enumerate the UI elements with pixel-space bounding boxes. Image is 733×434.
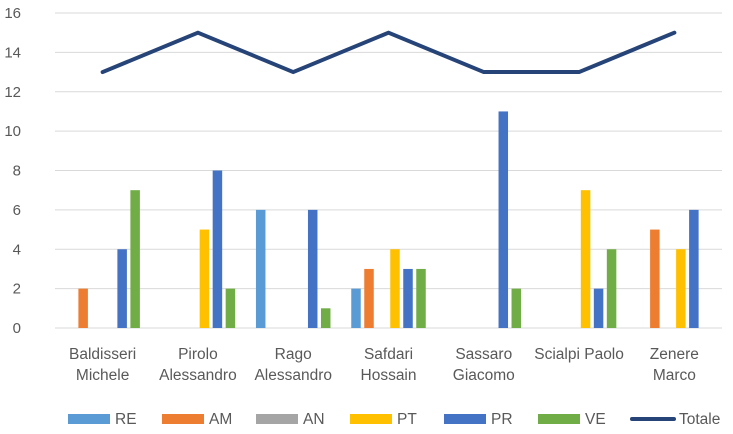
- y-tick-label: 16: [4, 5, 21, 22]
- legend: RE AM AN PT PR VE Totale: [68, 411, 720, 428]
- bars: [78, 111, 699, 328]
- y-tick-label: 8: [13, 163, 21, 180]
- y-tick-label: 14: [4, 44, 21, 61]
- x-axis-category-label: Marco: [653, 367, 696, 384]
- totale-line-layer: [100, 30, 677, 75]
- legend-label-pt: PT: [397, 411, 417, 428]
- bar-ve: [606, 249, 617, 328]
- legend-label-pr: PR: [491, 411, 513, 428]
- x-axis-category-label: Pirolo: [178, 346, 218, 363]
- bar-re: [351, 288, 361, 328]
- x-axis-category-label: Rago: [275, 346, 312, 363]
- x-axis-category-label: Alessandro: [254, 367, 332, 384]
- x-axis-category-label: Zenere: [650, 346, 699, 363]
- x-axis-labels: Baldisseri Michele Pirolo Alessandro Rago Ale…: [69, 346, 699, 384]
- y-tick-label: 4: [13, 241, 21, 258]
- legend-swatch-ve: [538, 414, 580, 424]
- bar-pr: [212, 170, 223, 328]
- gridlines: [55, 12, 722, 329]
- x-axis-category-label: Giacomo: [453, 367, 515, 384]
- bar-pr: [403, 268, 413, 328]
- bar-pr: [593, 288, 604, 328]
- bar-pt: [199, 229, 210, 328]
- legend-label-totale: Totale: [679, 411, 720, 428]
- bar-ve: [130, 190, 140, 328]
- legend-label-an: AN: [303, 411, 325, 428]
- legend-swatch-pr: [444, 414, 486, 424]
- x-axis-category-label: Hossain: [361, 367, 417, 384]
- bar-ve: [320, 308, 331, 328]
- y-tick-label: 12: [4, 84, 21, 101]
- bar-re: [255, 209, 266, 328]
- bar-pr: [307, 209, 318, 328]
- x-axis-category-label: Baldisseri: [69, 346, 136, 363]
- bar-pr: [498, 111, 509, 328]
- bar-ve: [511, 288, 522, 328]
- y-tick-label: 0: [13, 320, 21, 337]
- x-axis-category-label: Sassaro: [455, 346, 512, 363]
- bar-pt: [580, 190, 591, 328]
- x-axis-category-label: Safdari: [364, 346, 413, 363]
- bar-am: [364, 268, 374, 328]
- y-tick-label: 10: [4, 123, 21, 140]
- x-axis-category-label: Alessandro: [159, 367, 237, 384]
- y-tick-label: 2: [13, 281, 21, 298]
- bar-ve: [225, 288, 236, 328]
- y-axis-ticks: 0 2 4 6 8 10 12 14 16: [4, 5, 21, 337]
- legend-swatch-pt: [350, 414, 392, 424]
- legend-label-re: RE: [115, 411, 137, 428]
- bar-ve: [416, 268, 426, 328]
- y-tick-label: 6: [13, 202, 21, 219]
- x-axis-category-label: Michele: [76, 367, 129, 384]
- bar-am: [78, 288, 88, 328]
- bar-pr: [689, 209, 699, 328]
- bar-pt: [676, 249, 686, 328]
- line-totale: [100, 30, 677, 75]
- x-axis-category-label: Scialpi Paolo: [534, 346, 624, 363]
- bar-pt: [390, 249, 400, 328]
- legend-swatch-re: [68, 414, 110, 424]
- legend-swatch-am: [162, 414, 204, 424]
- legend-label-ve: VE: [585, 411, 606, 428]
- bar-pr: [117, 249, 127, 328]
- bar-am: [650, 229, 660, 328]
- legend-label-am: AM: [209, 411, 232, 428]
- legend-swatch-an: [256, 414, 298, 424]
